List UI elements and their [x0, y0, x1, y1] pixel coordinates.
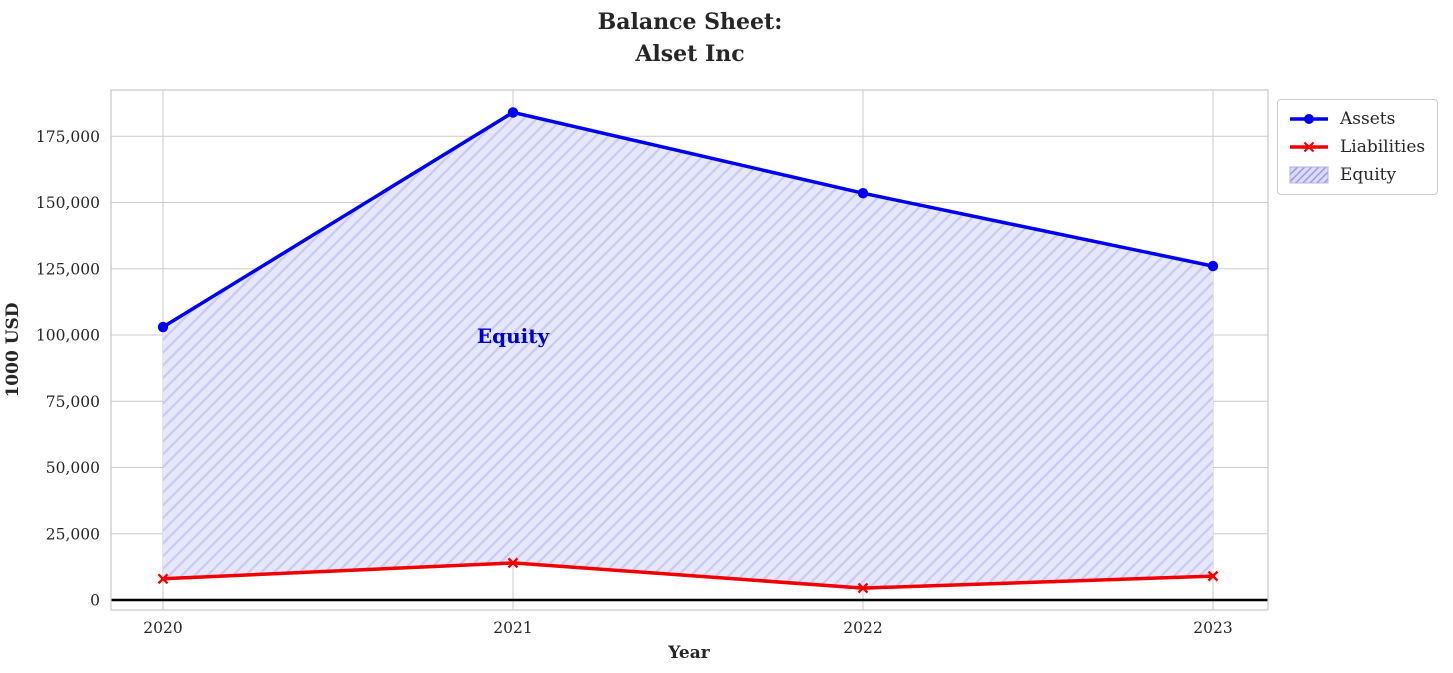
y-tick-label: 75,000 — [46, 393, 100, 411]
tick-labels: 0 25,000 50,000 75,000 100,000 125,000 150,000… — [36, 128, 1233, 637]
liabilities-point-marker — [507, 557, 519, 569]
axis-labels: 1000 USD Year — [3, 302, 711, 663]
y-tick-label: 125,000 — [36, 260, 100, 278]
assets-point-marker — [1207, 260, 1219, 272]
equity-swatch-icon — [1289, 166, 1329, 184]
plot-frame — [110, 89, 1269, 611]
title-line-2: Alset Inc — [635, 41, 745, 67]
equity-area-fill — [163, 112, 1213, 589]
legend-label-liabilities: Liabilities — [1340, 137, 1426, 157]
y-tick-label: 0 — [90, 592, 100, 610]
legend-item-liabilities: Liabilities — [1288, 135, 1425, 159]
legend-label-equity: Equity — [1340, 165, 1397, 185]
liabilities-line-icon — [1290, 141, 1328, 153]
assets-line — [161, 110, 1215, 329]
y-tick-label: 25,000 — [46, 525, 100, 543]
x-tick-label: 2023 — [1193, 619, 1232, 637]
liabilities-point-marker — [857, 582, 869, 594]
x-tick-label: 2020 — [143, 619, 182, 637]
legend: Assets Liabilities Equity — [1277, 99, 1439, 195]
equity-annotation: Equity — [476, 324, 550, 348]
assets-line-icon — [1290, 114, 1328, 124]
y-tick-label: 100,000 — [36, 327, 100, 345]
equity-area — [163, 112, 1213, 589]
page-title: Balance Sheet: Alset Inc — [0, 6, 1380, 70]
data-lines — [157, 107, 1219, 594]
liabilities-line — [161, 561, 1215, 590]
x-axis-label: Year — [667, 643, 710, 663]
assets-point-marker — [857, 188, 869, 199]
legend-item-assets: Assets — [1288, 107, 1425, 131]
assets-point-marker — [157, 321, 169, 333]
plot-border — [110, 89, 1269, 611]
title-line-1: Balance Sheet: — [597, 9, 783, 35]
x-tick-label: 2022 — [843, 619, 882, 637]
assets-point-marker — [507, 107, 519, 118]
liabilities-point-marker — [157, 573, 169, 585]
legend-label-assets: Assets — [1340, 109, 1396, 129]
x-tick-label: 2021 — [493, 619, 532, 637]
y-tick-label: 150,000 — [36, 194, 100, 212]
y-tick-label: 50,000 — [46, 459, 100, 477]
y-axis-label: 1000 USD — [3, 302, 23, 397]
legend-item-equity: Equity — [1288, 163, 1425, 187]
liabilities-point-marker — [1207, 570, 1219, 582]
y-tick-label: 175,000 — [36, 128, 100, 146]
